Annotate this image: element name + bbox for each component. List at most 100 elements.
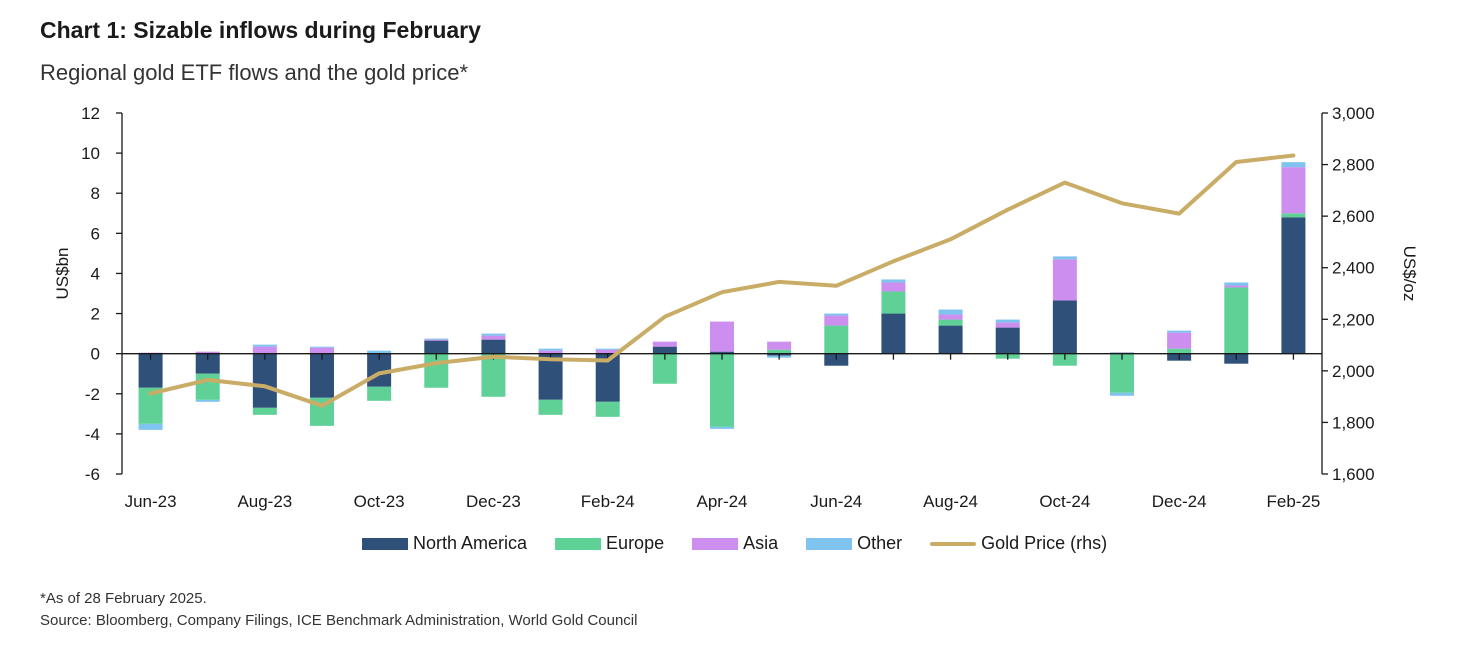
- ytick-label-left: 4: [91, 264, 100, 283]
- bar-north-america-Sep-24: [995, 327, 1020, 354]
- ytick-label-right: 2,000: [1332, 362, 1375, 381]
- ytick-label-left: 12: [81, 104, 100, 123]
- bar-europe-Jun-24: [824, 325, 849, 354]
- bar-europe-May-24: [767, 349, 792, 354]
- bar-asia-Jun-24: [824, 315, 849, 326]
- legend-label-north-america: North America: [413, 533, 528, 553]
- xtick-label: Apr-24: [696, 492, 747, 511]
- bar-other-Jun-24: [824, 313, 849, 316]
- bar-europe-Jul-23: [195, 373, 220, 400]
- ytick-label-right: 2,600: [1332, 207, 1375, 226]
- gold-price-layer: [148, 153, 1296, 408]
- bar-asia-Jul-24: [881, 282, 906, 292]
- bar-asia-Apr-24: [710, 321, 734, 352]
- bar-other-Jan-24: [538, 348, 563, 351]
- xtick-label: Feb-25: [1266, 492, 1320, 511]
- chart-title: Chart 1: Sizable inflows during February: [40, 17, 481, 43]
- legend-item-gold-price: Gold Price (rhs): [930, 533, 1107, 554]
- legend-item-europe: Europe: [555, 533, 664, 554]
- bar-europe-Jan-25: [1224, 287, 1249, 354]
- bar-asia-Sep-24: [995, 322, 1020, 328]
- ytick-label-right: 2,200: [1332, 310, 1375, 329]
- bar-other-Oct-23: [367, 350, 392, 354]
- bar-europe-Apr-24: [710, 353, 734, 427]
- ytick-label-right: 2,800: [1332, 156, 1375, 175]
- bar-other-Sep-24: [995, 319, 1020, 323]
- bar-asia-May-24: [767, 341, 792, 350]
- bar-europe-Jan-24: [538, 399, 563, 415]
- ytick-label-left: -6: [85, 465, 100, 484]
- bar-north-america-Sep-23: [310, 353, 334, 398]
- chart-subtitle: Regional gold ETF flows and the gold pri…: [40, 60, 469, 85]
- bar-other-Nov-23: [424, 338, 449, 340]
- xtick-label: Dec-24: [1152, 492, 1207, 511]
- bar-europe-Jul-24: [881, 291, 906, 314]
- legend-swatch-asia: [692, 537, 739, 550]
- xtick-label: Dec-23: [466, 492, 521, 511]
- legend-swatch-other: [806, 537, 853, 550]
- bar-europe-Aug-24: [938, 319, 963, 326]
- bar-north-america-Nov-23: [424, 340, 449, 354]
- bar-europe-Feb-24: [595, 401, 620, 417]
- legend-swatch-europe: [555, 537, 602, 550]
- legend: North America Europe Asia Other Gold Pri…: [362, 533, 1135, 554]
- bar-europe-Dec-24: [1167, 348, 1192, 354]
- bar-asia-Jan-25: [1224, 285, 1249, 288]
- ytick-label-right: 1,800: [1332, 413, 1375, 432]
- bar-north-america-Feb-25: [1281, 217, 1306, 354]
- bar-asia-Mar-24: [652, 341, 677, 347]
- bar-europe-Nov-24: [1110, 353, 1134, 393]
- bar-north-america-Jul-24: [881, 313, 906, 354]
- bar-other-Aug-23: [252, 344, 277, 347]
- y-axis-title-right: US$/oz: [1400, 246, 1419, 302]
- bar-other-Jul-23: [195, 399, 220, 402]
- bar-other-Aug-24: [938, 309, 963, 315]
- bar-north-america-Jun-24: [824, 353, 849, 366]
- footnotes: *As of 28 February 2025. Source: Bloombe…: [40, 588, 637, 632]
- ytick-label-left: -2: [85, 385, 100, 404]
- ytick-label-right: 2,400: [1332, 259, 1375, 278]
- xtick-label: Aug-23: [237, 492, 292, 511]
- footnote-asof: *As of 28 February 2025.: [40, 590, 207, 607]
- xtick-label: Jun-24: [810, 492, 862, 511]
- bar-other-Jun-23: [138, 423, 163, 430]
- legend-label-europe: Europe: [606, 533, 665, 553]
- bar-other-Dec-24: [1167, 330, 1192, 333]
- xtick-label: Jun-23: [125, 492, 177, 511]
- bar-north-america-Mar-24: [652, 346, 677, 354]
- legend-label-other: Other: [857, 533, 903, 553]
- ytick-label-left: 8: [91, 184, 100, 203]
- bar-asia-Dec-24: [1167, 332, 1192, 349]
- bar-europe-Oct-24: [1052, 353, 1077, 366]
- legend-item-asia: Asia: [692, 533, 778, 554]
- bar-asia-Aug-24: [938, 314, 963, 320]
- legend-item-other: Other: [806, 533, 902, 554]
- xtick-label: Oct-24: [1039, 492, 1090, 511]
- ytick-label-right: 1,600: [1332, 465, 1375, 484]
- ytick-label-left: 6: [91, 224, 100, 243]
- bar-asia-Jul-23: [195, 351, 220, 354]
- bar-north-america-Dec-23: [481, 339, 506, 354]
- bar-europe-Feb-25: [1281, 213, 1306, 218]
- tick-labels-layer: -6 -4 -2 0 2 4 6 8 10 12 1,600 1,800 2,000 2,200 2,400…: [53, 104, 1419, 511]
- xtick-label: Feb-24: [581, 492, 635, 511]
- bar-other-Dec-23: [481, 333, 506, 336]
- bar-asia-Aug-23: [252, 346, 277, 354]
- bar-europe-Aug-23: [252, 407, 277, 415]
- bar-other-Nov-24: [1110, 392, 1134, 396]
- bar-asia-Nov-23: [424, 339, 449, 341]
- bar-europe-Oct-23: [367, 386, 392, 401]
- bar-other-Apr-24: [710, 426, 734, 429]
- bar-north-america-Aug-24: [938, 325, 963, 354]
- bar-asia-Feb-25: [1281, 167, 1306, 214]
- bar-north-america-Aug-23: [252, 353, 277, 408]
- bar-other-Jul-24: [881, 279, 906, 283]
- legend-swatch-north-america: [362, 537, 408, 550]
- bar-north-america-Jul-23: [195, 353, 220, 374]
- ytick-label-right: 3,000: [1332, 104, 1375, 123]
- gold-price-line: [148, 153, 1296, 408]
- bar-other-Feb-25: [1281, 162, 1306, 168]
- ytick-label-left: 0: [91, 345, 100, 364]
- bar-asia-Jan-24: [538, 350, 563, 354]
- bar-other-Feb-24: [595, 348, 620, 350]
